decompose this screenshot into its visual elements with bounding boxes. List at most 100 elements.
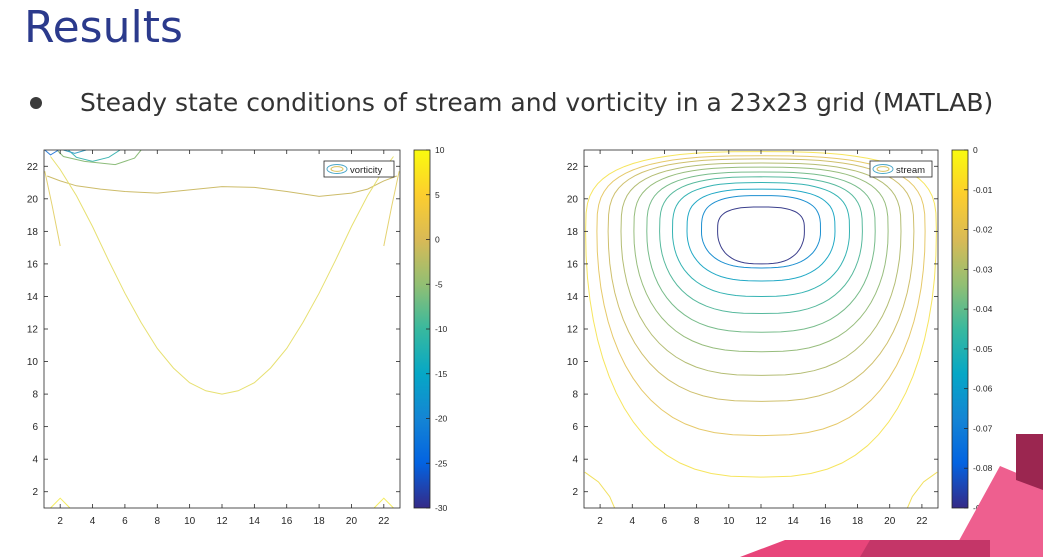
colorbar-tick-label: -0.02 [973,225,993,235]
x-tick-label: 14 [249,516,261,527]
contour-line-0 [584,471,616,508]
legend: stream [869,160,933,178]
colorbar-tick-label: -0.04 [973,304,993,314]
y-tick-label: 18 [567,227,579,238]
contour-line-4 [56,150,142,166]
y-tick-label: 20 [567,194,579,205]
x-tick-label: 18 [852,516,864,527]
x-tick-label: 10 [184,516,196,527]
x-tick-label: 20 [346,516,358,527]
y-tick-label: 12 [567,325,579,336]
colorbar-tick-label: -0.05 [973,344,993,354]
contour-lines [44,150,400,508]
colorbar-tick-label: 0 [435,235,440,245]
colorbar-tick-label: -0.08 [973,463,993,473]
x-tick-label: 16 [820,516,832,527]
y-tick-label: 10 [567,357,579,368]
contour-line-1 [906,471,938,508]
x-tick-label: 12 [216,516,228,527]
x-tick-label: 8 [154,516,160,527]
contour-ring-2 [607,158,915,402]
y-tick-label: 16 [27,259,39,270]
y-tick-label: 6 [32,422,38,433]
y-tick-label: 10 [27,357,39,368]
bullet-item: Steady state conditions of stream and vo… [30,88,993,117]
bullet-dot-icon [30,96,42,109]
x-tick-label: 6 [662,516,668,527]
legend-swatch-icon [872,164,894,174]
contour-line-3 [63,150,87,154]
colorbar-tick-label: 5 [435,190,440,200]
y-tick-label: 16 [567,259,579,270]
contour-line-9 [373,497,394,508]
y-tick-label: 8 [572,390,578,401]
contour-line-7 [383,171,400,247]
x-tick-label: 20 [884,516,896,527]
contour-ring-5 [646,171,876,333]
contour-ring-8 [686,188,836,282]
x-tick-label: 8 [694,516,700,527]
x-tick-label: 2 [597,516,603,527]
contour-ring-4 [633,166,889,353]
y-tick-label: 14 [567,292,579,303]
contour-ring-7 [671,181,851,298]
y-tick-label: 4 [572,455,578,466]
contour-ring-10 [717,206,805,265]
colorbar-tick-label: -0.03 [973,264,993,274]
deco-maroon-strip [860,540,990,557]
colorbar-tick-label: 0 [973,145,978,155]
deco-pink-block [950,466,1043,557]
x-tick-label: 4 [90,516,96,527]
contour-ring-9 [700,195,822,269]
colorbar-tick-label: 10 [435,145,445,155]
colorbar-tick-label: -15 [435,369,448,379]
x-tick-label: 4 [629,516,635,527]
x-tick-label: 22 [916,516,928,527]
x-tick-label: 22 [378,516,390,527]
contour-ring-1 [596,155,926,437]
colorbar-tick-label: -0.07 [973,423,993,433]
slide-title: Results [24,2,183,53]
legend-label: vorticity [350,165,382,176]
deco-maroon-block [1016,434,1043,490]
x-tick-label: 14 [788,516,800,527]
y-tick-label: 2 [572,487,578,498]
x-tick-label: 12 [755,516,767,527]
legend: vorticity [323,160,395,178]
x-tick-label: 18 [314,516,326,527]
legend-swatch-inner-icon [330,166,344,172]
contour-line-2 [67,150,121,162]
corner-decoration [740,434,1043,557]
colorbar-tick-label: -30 [435,503,448,513]
legend-label: stream [896,165,925,176]
bullet-text: Steady state conditions of stream and vo… [80,88,994,117]
x-tick-label: 10 [723,516,735,527]
x-tick-label: 6 [122,516,128,527]
colorbar-tick-label: -5 [435,279,443,289]
y-tick-label: 8 [32,390,38,401]
contour-line-5 [44,150,59,156]
colorbar-tick-label: -20 [435,414,448,424]
legend-swatch-icon [326,164,348,174]
contour-line-0 [47,175,397,197]
y-tick-label: 14 [27,292,39,303]
colorbar-tick-label: -10 [435,324,448,334]
legend-swatch-inner-icon [876,166,890,172]
y-tick-label: 6 [572,422,578,433]
colorbar-tick-label: -0.06 [973,384,993,394]
y-tick-label: 22 [567,162,579,173]
y-tick-label: 22 [27,162,39,173]
y-tick-label: 2 [32,487,38,498]
contour-line-8 [50,497,71,508]
y-tick-label: 12 [27,325,39,336]
contour-ring-3 [620,162,902,376]
y-tick-label: 18 [27,227,39,238]
contour-line-1 [50,156,394,395]
contour-ring-6 [659,176,863,315]
colorbar-tick-label: -0.01 [973,185,993,195]
colorbar [951,149,969,509]
y-tick-label: 4 [32,455,38,466]
axes-box [43,149,401,509]
